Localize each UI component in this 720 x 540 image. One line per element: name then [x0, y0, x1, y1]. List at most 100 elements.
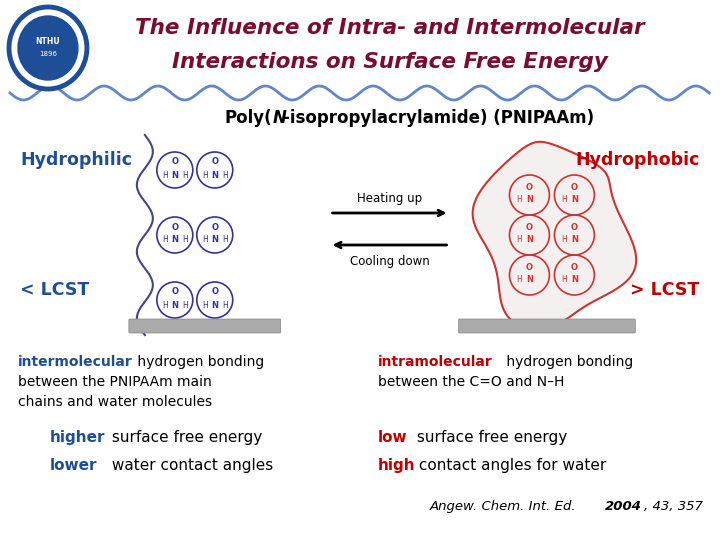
Text: H: H — [562, 275, 567, 285]
Circle shape — [84, 55, 88, 58]
Text: intermolecular: intermolecular — [18, 355, 132, 369]
Text: Heating up: Heating up — [357, 192, 422, 205]
Text: 1896: 1896 — [39, 51, 57, 57]
Text: N: N — [273, 109, 287, 127]
Polygon shape — [472, 142, 636, 328]
Text: Cooling down: Cooling down — [350, 255, 429, 268]
Text: surface free energy: surface free energy — [107, 430, 262, 445]
Text: N: N — [571, 195, 578, 205]
Text: -isopropylacrylamide) (PNIPAAm): -isopropylacrylamide) (PNIPAAm) — [283, 109, 594, 127]
Text: O: O — [526, 222, 533, 232]
Text: N: N — [211, 171, 218, 179]
Text: hydrogen bonding: hydrogen bonding — [133, 355, 264, 369]
Text: O: O — [171, 158, 179, 166]
Text: O: O — [211, 222, 218, 232]
Text: H: H — [222, 171, 228, 179]
Circle shape — [27, 10, 30, 15]
Text: N: N — [571, 275, 578, 285]
Text: H: H — [162, 235, 168, 245]
Text: NTHU: NTHU — [35, 37, 60, 46]
Text: N: N — [171, 300, 179, 309]
Text: Hydrophilic: Hydrophilic — [20, 151, 132, 169]
Circle shape — [72, 77, 76, 80]
Text: lower: lower — [50, 458, 97, 473]
FancyBboxPatch shape — [459, 319, 635, 333]
Circle shape — [72, 16, 76, 19]
Text: Angew. Chem. Int. Ed.: Angew. Chem. Int. Ed. — [430, 500, 580, 513]
Text: O: O — [571, 183, 578, 192]
Text: high: high — [377, 458, 415, 473]
Circle shape — [81, 29, 86, 33]
Text: N: N — [571, 235, 578, 245]
Circle shape — [78, 70, 81, 74]
Circle shape — [20, 77, 24, 80]
Text: H: H — [516, 195, 522, 205]
Text: H: H — [182, 171, 188, 179]
Text: O: O — [211, 158, 218, 166]
Text: N: N — [171, 171, 179, 179]
Circle shape — [42, 5, 46, 9]
Text: > LCST: > LCST — [630, 281, 699, 299]
Text: H: H — [162, 300, 168, 309]
Circle shape — [66, 10, 69, 15]
Circle shape — [84, 37, 88, 42]
Circle shape — [7, 46, 11, 50]
Circle shape — [58, 85, 62, 89]
Circle shape — [10, 29, 14, 33]
Circle shape — [14, 22, 19, 26]
Text: O: O — [571, 222, 578, 232]
Circle shape — [81, 63, 86, 66]
Circle shape — [8, 37, 12, 42]
Text: N: N — [526, 275, 533, 285]
Text: N: N — [526, 195, 533, 205]
Text: H: H — [182, 300, 188, 309]
Text: H: H — [562, 235, 567, 245]
Text: The Influence of Intra- and Intermolecular: The Influence of Intra- and Intermolecul… — [135, 18, 644, 38]
Text: hydrogen bonding: hydrogen bonding — [503, 355, 634, 369]
Text: H: H — [516, 275, 522, 285]
Text: between the PNIPAAm main: between the PNIPAAm main — [18, 375, 212, 389]
Text: surface free energy: surface free energy — [412, 430, 567, 445]
Text: H: H — [182, 235, 188, 245]
Text: H: H — [222, 235, 228, 245]
Text: N: N — [211, 235, 218, 245]
Text: O: O — [211, 287, 218, 296]
Circle shape — [66, 82, 69, 85]
Text: , 43, 357: , 43, 357 — [644, 500, 703, 513]
FancyBboxPatch shape — [129, 319, 281, 333]
Circle shape — [78, 22, 81, 26]
Circle shape — [34, 7, 38, 11]
Text: Interactions on Surface Free Energy: Interactions on Surface Free Energy — [171, 52, 608, 72]
Circle shape — [50, 5, 54, 9]
Text: low: low — [377, 430, 408, 445]
Text: 2004: 2004 — [606, 500, 642, 513]
Text: contact angles for water: contact angles for water — [413, 458, 606, 473]
Text: H: H — [202, 235, 207, 245]
Text: < LCST: < LCST — [20, 281, 89, 299]
Text: H: H — [516, 235, 522, 245]
Text: O: O — [171, 287, 179, 296]
Circle shape — [34, 85, 38, 89]
Text: Poly(: Poly( — [224, 109, 271, 127]
Text: H: H — [562, 195, 567, 205]
Circle shape — [42, 87, 46, 91]
Text: O: O — [171, 222, 179, 232]
Text: H: H — [202, 300, 207, 309]
Circle shape — [50, 87, 54, 91]
Text: between the C=O and N–H: between the C=O and N–H — [377, 375, 564, 389]
Text: H: H — [162, 171, 168, 179]
Text: H: H — [202, 171, 207, 179]
Text: Hydrophobic: Hydrophobic — [575, 151, 699, 169]
Text: intramolecular: intramolecular — [377, 355, 492, 369]
Text: N: N — [211, 300, 218, 309]
Circle shape — [8, 55, 12, 58]
Circle shape — [58, 7, 62, 11]
Ellipse shape — [9, 7, 87, 89]
Circle shape — [85, 46, 89, 50]
Ellipse shape — [18, 16, 78, 80]
Text: water contact angles: water contact angles — [107, 458, 273, 473]
Text: N: N — [171, 235, 179, 245]
Text: O: O — [526, 183, 533, 192]
Circle shape — [14, 70, 19, 74]
Circle shape — [27, 82, 30, 85]
